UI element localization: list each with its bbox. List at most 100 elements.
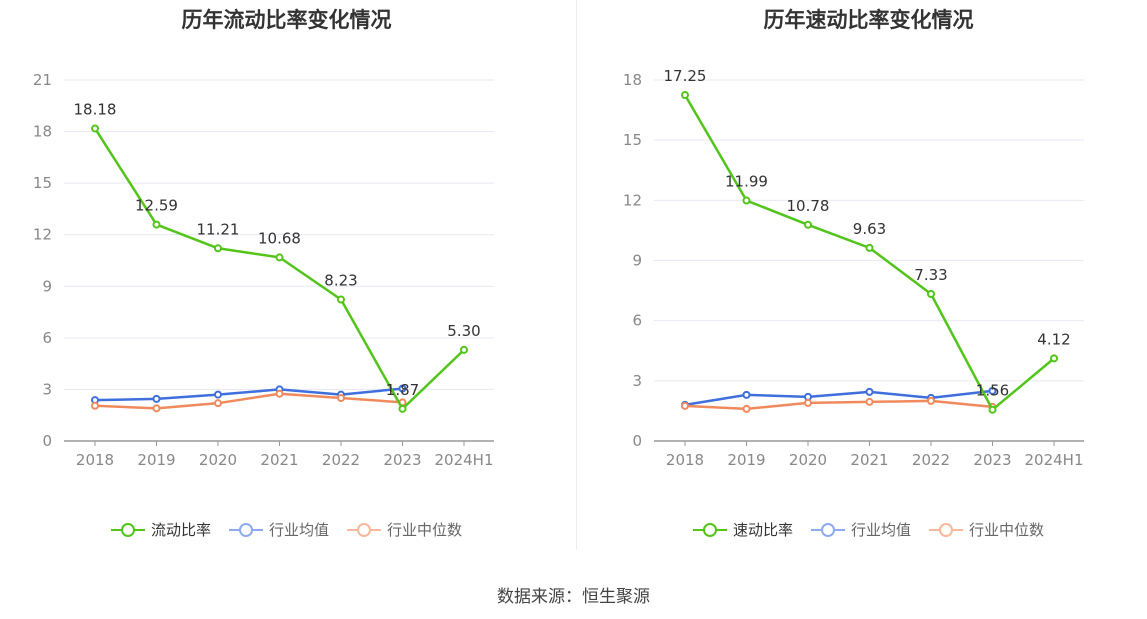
- legend-label: 行业中位数: [387, 521, 463, 539]
- x-tick-label: 2018: [666, 451, 704, 469]
- legend-item-industry-median[interactable]: 行业中位数: [347, 519, 462, 540]
- y-tick-label: 0: [42, 432, 52, 450]
- data-point: [804, 220, 812, 229]
- chart-title: 历年速动比率变化情况: [763, 8, 974, 32]
- x-tick-label: 2023: [383, 451, 421, 469]
- data-point: [152, 404, 161, 413]
- data-point: [742, 390, 751, 399]
- chart-divider: [576, 0, 577, 550]
- series-line-2: [94, 392, 403, 410]
- data-label: 8.23: [324, 272, 357, 290]
- legend-label: 行业均值: [268, 521, 329, 539]
- data-point: [152, 220, 161, 229]
- current-ratio-plot: 0 3 6 9 12 15 18 21 2018 2019 2020 2021 2022 2023 2024…: [33, 71, 494, 469]
- x-tick-label: 2021: [850, 451, 888, 469]
- data-point: [865, 243, 874, 252]
- legend: 流动比率 行业均值 行业中位数: [0, 519, 573, 540]
- data-point: [152, 394, 161, 403]
- y-tick-label: 3: [42, 380, 52, 398]
- x-tick-label: 2022: [322, 451, 360, 469]
- data-label: 7.33: [914, 266, 947, 284]
- y-tick-label: 18: [623, 71, 642, 89]
- legend-label: 行业均值: [850, 521, 911, 539]
- data-point: [927, 289, 935, 298]
- data-label: 18.18: [74, 100, 117, 118]
- y-tick-label: 21: [33, 71, 52, 89]
- series-line-2: [684, 399, 993, 411]
- data-label: 10.78: [787, 197, 830, 215]
- data-point: [214, 390, 222, 399]
- series-line-0: [93, 127, 465, 411]
- x-tick-label: 2020: [199, 451, 237, 469]
- series-line-1: [94, 387, 403, 402]
- legend-item-industry-median[interactable]: 行业中位数: [929, 519, 1044, 540]
- y-tick-label: 6: [632, 312, 642, 330]
- quick-ratio-plot: 0 3 6 9 12 15 18 2018 2019 2020 2021 2022 2023 2024H1…: [623, 67, 1084, 469]
- quick-ratio-chart: 历年速动比率变化情况 0 3 6 9 12 15 18 2018 2019 2020 2021 202…: [590, 0, 1147, 560]
- data-label: 5.30: [447, 322, 480, 340]
- x-tick-label: 2023: [973, 451, 1011, 469]
- data-label: 12.59: [135, 197, 178, 215]
- legend-item-industry-mean[interactable]: 行业均值: [228, 519, 329, 540]
- x-tick-label: 2018: [76, 451, 114, 469]
- data-point: [337, 295, 345, 304]
- data-point: [91, 401, 99, 410]
- x-tick-label: 2024H1: [435, 451, 494, 469]
- legend-line-marker-icon: [110, 522, 145, 538]
- y-tick-label: 9: [632, 252, 642, 270]
- data-source: 数据来源：恒生聚源: [497, 587, 650, 607]
- y-tick-label: 12: [623, 191, 642, 209]
- data-point: [398, 384, 407, 393]
- x-tick-label: 2024H1: [1025, 451, 1084, 469]
- data-point: [1050, 354, 1058, 363]
- data-point: [927, 396, 935, 405]
- y-tick-label: 3: [632, 372, 642, 390]
- data-label: 11.21: [197, 220, 240, 238]
- data-point: [681, 401, 689, 410]
- data-point: [988, 405, 997, 414]
- legend-label: 流动比率: [150, 521, 211, 539]
- data-label: 1.87: [386, 381, 419, 399]
- data-point: [275, 389, 284, 398]
- legend-label: 行业中位数: [969, 521, 1045, 539]
- data-label: 11.99: [725, 173, 768, 191]
- data-point: [865, 387, 874, 396]
- legend-line-marker-icon: [347, 522, 381, 538]
- legend-line-marker-icon: [810, 522, 845, 538]
- data-label: 4.12: [1037, 330, 1070, 348]
- legend-label: 速动比率: [732, 521, 793, 539]
- current-ratio-chart: 历年流动比率变化情况 0 3 6 9 12 15 18 21 2018 2019 2020 2021 2…: [0, 0, 573, 560]
- x-tick-label: 2022: [912, 451, 950, 469]
- data-point: [865, 397, 874, 406]
- legend-item-quick-ratio[interactable]: 速动比率: [692, 519, 793, 540]
- data-label: 17.25: [664, 67, 707, 85]
- data-label: 10.68: [258, 229, 301, 247]
- y-tick-label: 6: [42, 329, 52, 347]
- x-tick-label: 2021: [260, 451, 298, 469]
- legend-line-marker-icon: [228, 522, 263, 538]
- series-line-0: [683, 94, 1055, 411]
- y-tick-label: 15: [623, 131, 642, 149]
- legend: 速动比率 行业均值 行业中位数: [590, 519, 1147, 540]
- legend-item-industry-mean[interactable]: 行业均值: [810, 519, 911, 540]
- legend-item-current-ratio[interactable]: 流动比率: [110, 519, 211, 540]
- data-point: [91, 124, 99, 133]
- chart-title: 历年流动比率变化情况: [181, 8, 392, 32]
- data-label: 9.63: [853, 220, 886, 238]
- data-point: [742, 404, 751, 413]
- series-line-1: [684, 389, 993, 407]
- data-point: [337, 394, 345, 403]
- data-point: [460, 345, 468, 354]
- data-point: [742, 196, 751, 205]
- y-tick-label: 12: [33, 226, 52, 244]
- data-point: [988, 386, 997, 395]
- legend-line-marker-icon: [929, 522, 963, 538]
- data-point: [398, 404, 407, 413]
- data-point: [214, 399, 222, 408]
- data-label: 1.56: [976, 382, 1009, 400]
- data-point: [214, 244, 222, 253]
- x-tick-label: 2019: [727, 451, 765, 469]
- legend-line-marker-icon: [692, 522, 727, 538]
- x-tick-label: 2020: [789, 451, 827, 469]
- y-tick-label: 0: [632, 432, 642, 450]
